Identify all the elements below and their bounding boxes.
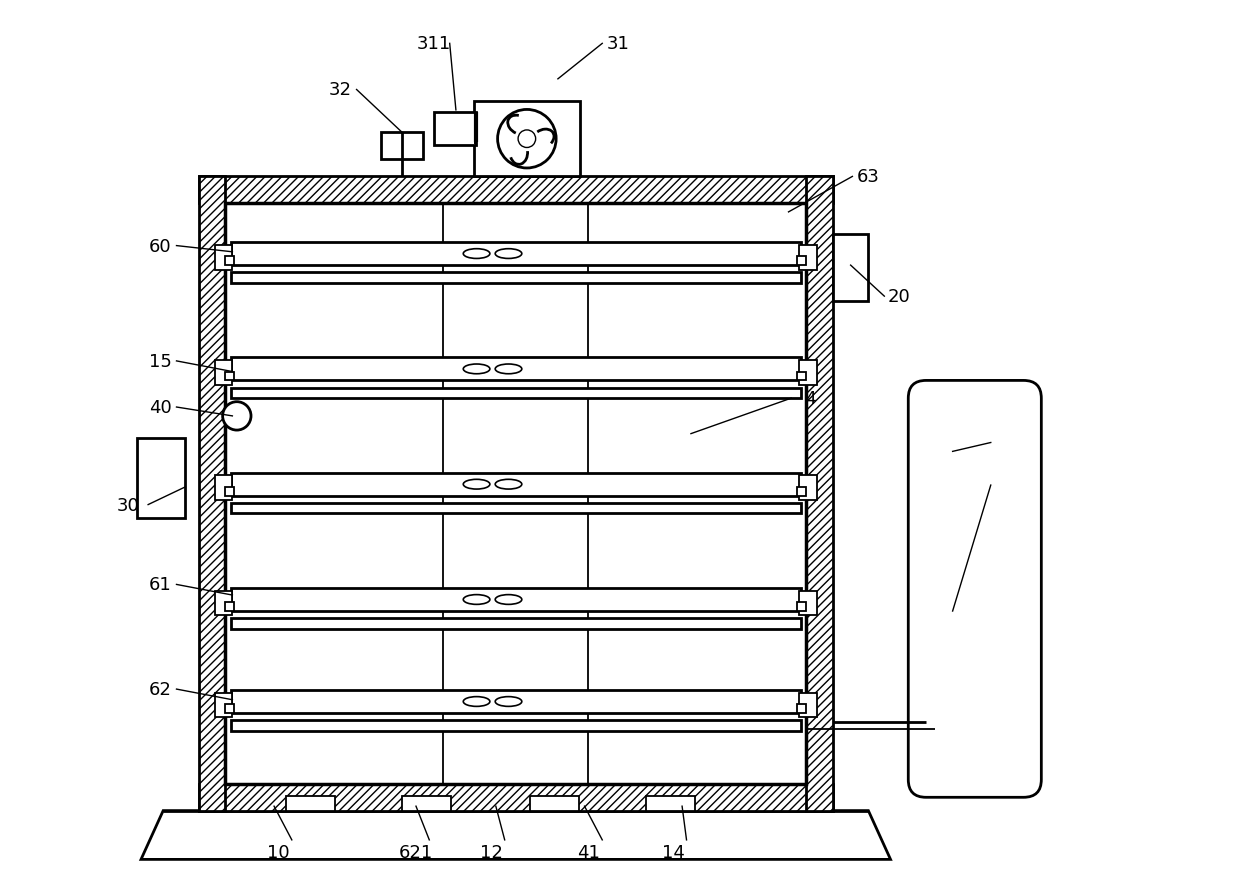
- Ellipse shape: [495, 595, 522, 604]
- Bar: [231, 473, 801, 496]
- Bar: [226, 704, 234, 713]
- Circle shape: [223, 402, 250, 431]
- Bar: [806, 177, 833, 811]
- Text: 15: 15: [149, 353, 172, 370]
- Ellipse shape: [464, 250, 490, 259]
- Text: 14: 14: [662, 843, 684, 861]
- Bar: [215, 245, 232, 270]
- Text: 10: 10: [267, 843, 290, 861]
- Bar: [231, 720, 801, 731]
- Bar: [231, 503, 801, 514]
- Text: 61: 61: [149, 576, 172, 594]
- Bar: [198, 177, 833, 204]
- Bar: [799, 361, 817, 385]
- Bar: [799, 245, 817, 270]
- Text: 311: 311: [417, 35, 451, 53]
- Bar: [474, 102, 580, 177]
- Ellipse shape: [495, 480, 522, 489]
- Bar: [799, 476, 817, 501]
- Ellipse shape: [495, 250, 522, 259]
- Ellipse shape: [464, 696, 490, 707]
- Bar: [797, 487, 806, 496]
- Bar: [136, 439, 185, 518]
- Text: 40: 40: [149, 399, 172, 416]
- Bar: [797, 704, 806, 713]
- Bar: [231, 690, 801, 713]
- FancyBboxPatch shape: [908, 381, 1042, 797]
- Bar: [215, 361, 232, 385]
- Bar: [215, 693, 232, 718]
- Bar: [198, 784, 833, 811]
- Text: 62: 62: [149, 680, 172, 698]
- Bar: [231, 618, 801, 629]
- Bar: [231, 388, 801, 399]
- Ellipse shape: [495, 696, 522, 707]
- Bar: [198, 177, 226, 811]
- Bar: [797, 602, 806, 611]
- Text: 60: 60: [149, 237, 172, 255]
- Ellipse shape: [464, 365, 490, 375]
- Circle shape: [497, 111, 556, 168]
- Bar: [799, 591, 817, 616]
- Bar: [231, 588, 801, 611]
- Bar: [529, 797, 579, 811]
- Text: 41: 41: [578, 843, 600, 861]
- Bar: [231, 243, 801, 266]
- Text: 12: 12: [480, 843, 503, 861]
- Polygon shape: [141, 811, 890, 859]
- Bar: [797, 257, 806, 266]
- Text: 51: 51: [994, 434, 1017, 452]
- Bar: [226, 204, 806, 784]
- Bar: [799, 693, 817, 718]
- Ellipse shape: [464, 595, 490, 604]
- Text: 621: 621: [399, 843, 433, 861]
- Bar: [286, 797, 335, 811]
- Text: 63: 63: [857, 168, 880, 186]
- Ellipse shape: [464, 480, 490, 489]
- Bar: [215, 591, 232, 616]
- Ellipse shape: [495, 365, 522, 375]
- Bar: [226, 487, 234, 496]
- Circle shape: [518, 131, 536, 148]
- Bar: [231, 273, 801, 284]
- Bar: [797, 372, 806, 381]
- Bar: [231, 358, 801, 381]
- Bar: [833, 235, 868, 301]
- Bar: [226, 257, 234, 266]
- Text: 20: 20: [888, 288, 910, 306]
- Text: 50: 50: [994, 477, 1017, 494]
- Text: 64: 64: [795, 390, 817, 408]
- Bar: [215, 476, 232, 501]
- Text: 31: 31: [606, 35, 630, 53]
- Text: 30: 30: [117, 496, 139, 514]
- Bar: [226, 602, 234, 611]
- Bar: [381, 133, 423, 159]
- Bar: [434, 113, 476, 146]
- Bar: [402, 797, 451, 811]
- Bar: [226, 372, 234, 381]
- Text: 32: 32: [329, 82, 352, 99]
- Bar: [646, 797, 694, 811]
